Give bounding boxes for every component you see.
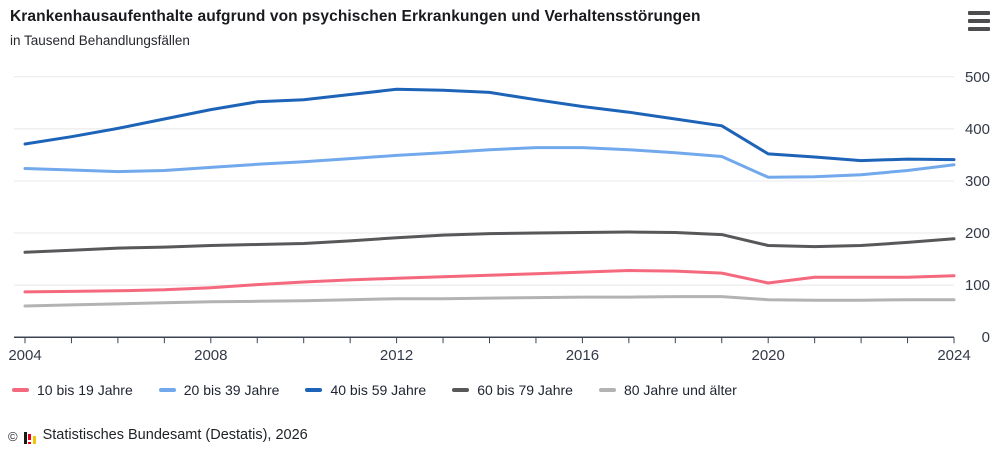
series-line-10-bis-19-jahre	[23, 269, 956, 294]
legend-swatch-60-79	[452, 388, 470, 392]
series-line-40-bis-59-jahre	[23, 87, 956, 163]
legend-label: 20 bis 39 Jahre	[183, 382, 280, 398]
hamburger-menu-icon[interactable]	[968, 10, 990, 32]
y-tick-label: 200	[965, 225, 990, 242]
legend-item-10-19[interactable]: 10 bis 19 Jahre	[12, 382, 133, 398]
x-tick-label: 2004	[8, 347, 41, 364]
legend-label: 80 Jahre und älter	[623, 382, 737, 398]
legend-item-80-plus[interactable]: 80 Jahre und älter	[598, 382, 737, 398]
y-tick-label: 400	[965, 121, 990, 138]
copyright-symbol: ©	[8, 429, 18, 444]
x-tick-label: 2024	[937, 347, 970, 364]
legend-swatch-40-59	[305, 388, 323, 392]
legend-item-60-79[interactable]: 60 bis 79 Jahre	[452, 382, 573, 398]
legend-swatch-10-19	[12, 388, 29, 392]
y-tick-label: 100	[965, 277, 990, 294]
x-tick-label: 2016	[566, 347, 599, 364]
x-tick-label: 2008	[194, 347, 227, 364]
legend-label: 60 bis 79 Jahre	[477, 382, 573, 398]
series-line-60-bis-79-jahre	[23, 230, 956, 254]
y-tick-label: 0	[982, 329, 990, 346]
source-line: © Statistisches Bundesamt (Destatis), 20…	[8, 427, 308, 444]
legend-label: 10 bis 19 Jahre	[37, 382, 133, 398]
series-line-20-bis-39-jahre	[23, 146, 956, 179]
y-tick-label: 500	[965, 69, 990, 86]
series-line-80-jahre-und-älter	[23, 295, 956, 308]
legend-swatch-80-plus	[598, 388, 616, 392]
source-text: Statistisches Bundesamt (Destatis), 2026	[42, 427, 308, 443]
x-tick-label: 2020	[752, 347, 785, 364]
legend-label: 40 bis 59 Jahre	[330, 382, 427, 398]
destatis-logo-icon	[23, 431, 36, 444]
legend: 10 bis 19 Jahre 20 bis 39 Jahre 40 bis 5…	[12, 382, 737, 398]
legend-swatch-20-39	[158, 388, 176, 392]
chart-title: Krankenhausaufenthalte aufgrund von psyc…	[10, 8, 701, 25]
y-tick-label: 300	[965, 173, 990, 190]
x-tick-label: 2012	[380, 347, 413, 364]
chart-subtitle: in Tausend Behandlungsfällen	[10, 33, 190, 48]
legend-item-20-39[interactable]: 20 bis 39 Jahre	[158, 382, 280, 398]
legend-item-40-59[interactable]: 40 bis 59 Jahre	[305, 382, 426, 398]
